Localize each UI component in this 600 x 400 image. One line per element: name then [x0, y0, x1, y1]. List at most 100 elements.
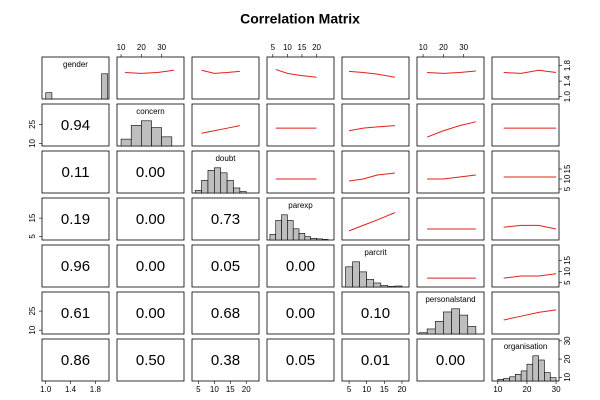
variable-name: parcrit [364, 248, 387, 257]
p-value: 0.00 [136, 258, 165, 275]
panel-frame [491, 244, 560, 288]
panel-frame [41, 56, 110, 100]
y-tick-label: 5 [563, 186, 572, 191]
panel-frame [266, 103, 335, 147]
x-tick-label: 30 [459, 43, 468, 52]
histogram-bar [151, 127, 162, 147]
variable-name: doubt [215, 154, 236, 163]
variable-name: gender [63, 60, 88, 69]
histogram-bar [544, 372, 551, 382]
panel-frame [266, 244, 335, 288]
histogram-bar [387, 286, 396, 288]
y-tick-label: 25 [28, 119, 37, 128]
p-value: 0.94 [61, 117, 90, 134]
panel-frame [341, 56, 410, 100]
smooth-line [349, 70, 395, 78]
histogram-bar [418, 332, 428, 335]
p-value: 0.00 [436, 352, 465, 369]
histogram-bar [526, 363, 534, 382]
smooth-line [503, 309, 557, 321]
histogram-bar [316, 238, 323, 241]
p-value: 0.38 [211, 352, 240, 369]
panel-frame [116, 338, 185, 382]
histogram-bar [141, 120, 152, 147]
histogram-bar [359, 271, 367, 288]
histogram-bar [538, 359, 545, 382]
panel-frame [416, 103, 485, 147]
panel-frame [116, 56, 185, 100]
histogram-bar [226, 180, 234, 194]
histogram-bar [443, 311, 452, 335]
panel-frame [116, 197, 185, 241]
x-tick-label: 5 [271, 43, 276, 52]
x-tick-label: 10 [283, 43, 292, 52]
panel-frame [341, 291, 410, 335]
panel-frame [41, 291, 110, 335]
chart-title: Correlation Matrix [240, 11, 360, 27]
x-tick-label: 15 [380, 385, 389, 394]
panel-frame [191, 338, 260, 382]
histogram-bar [515, 373, 522, 382]
smooth-line [348, 172, 395, 182]
panel-frame [116, 291, 185, 335]
histogram-bar [194, 190, 202, 194]
histogram-bar [101, 73, 109, 100]
y-tick-label: 10 [28, 138, 37, 147]
panel-frame [341, 150, 410, 194]
x-tick-label: 1.4 [65, 385, 77, 394]
p-value: 0.05 [286, 352, 315, 369]
p-value: 0.73 [211, 211, 240, 228]
smooth-line [427, 174, 476, 180]
panel-frame [416, 197, 485, 241]
p-value: 0.61 [61, 305, 90, 322]
smooth-line [503, 273, 557, 279]
smooth-line [348, 125, 395, 132]
y-tick-label: 15 [28, 213, 37, 222]
panel-frame [41, 150, 110, 194]
histogram-bar [366, 279, 375, 288]
panel-frame [491, 197, 560, 241]
p-value: 0.50 [136, 352, 165, 369]
panel-frame [491, 103, 560, 147]
histogram-bar [532, 355, 539, 382]
x-tick-label: 10 [210, 385, 219, 394]
histogram-bar [434, 321, 444, 335]
panel-frame [41, 338, 110, 382]
panel-frame [41, 197, 110, 241]
histogram-bar [45, 92, 53, 100]
y-tick-label: 30 [563, 336, 572, 345]
panel-frame [491, 291, 560, 335]
y-tick-label: 1.8 [563, 59, 572, 71]
smooth-line [125, 69, 174, 74]
x-tick-label: 20 [397, 385, 406, 394]
p-value: 0.96 [61, 258, 90, 275]
y-tick-label: 15 [563, 164, 572, 173]
panel-frame [191, 197, 260, 241]
x-tick-label: 10 [493, 385, 502, 394]
histogram-bar [520, 370, 528, 382]
panel-frame [341, 197, 410, 241]
histogram-bar [345, 266, 353, 288]
p-value: 0.05 [211, 258, 240, 275]
histogram-bar [207, 170, 215, 194]
y-tick-label: 10 [28, 325, 37, 334]
panel-frame [341, 103, 410, 147]
panel-frame [491, 150, 560, 194]
p-value: 0.10 [361, 305, 390, 322]
histogram-bar [304, 236, 311, 241]
panel-frame [266, 56, 335, 100]
variable-name: parexp [288, 201, 313, 210]
p-value: 0.68 [211, 305, 240, 322]
x-tick-label: 1.8 [90, 385, 102, 394]
histogram-bar [275, 220, 282, 241]
panel-frame [266, 338, 335, 382]
panel-frame [266, 291, 335, 335]
histogram-bar [497, 379, 504, 382]
p-value: 0.00 [136, 211, 165, 228]
histogram-bar [394, 285, 403, 288]
histogram-bar [120, 138, 132, 147]
panel-frame [416, 244, 485, 288]
p-value: 0.00 [136, 164, 165, 181]
histogram-bar [380, 285, 389, 288]
p-value: 0.00 [286, 258, 315, 275]
